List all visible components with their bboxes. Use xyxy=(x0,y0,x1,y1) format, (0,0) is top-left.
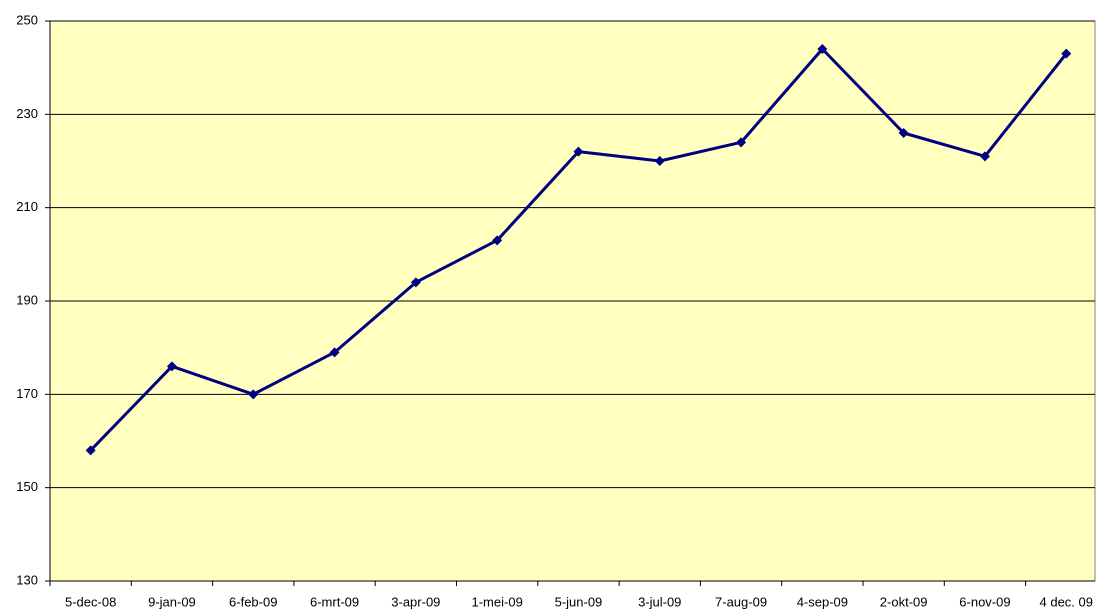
y-tick-label: 250 xyxy=(16,12,38,27)
x-tick-label: 1-mei-09 xyxy=(472,594,523,609)
marker xyxy=(492,235,503,246)
y-tick-label: 210 xyxy=(16,199,38,214)
x-tick-label: 5-dec-08 xyxy=(65,594,116,609)
marker xyxy=(248,389,259,400)
y-tick-label: 190 xyxy=(16,292,38,307)
marker xyxy=(410,277,421,288)
y-tick-label: 150 xyxy=(16,479,38,494)
x-tick-label: 6-mrt-09 xyxy=(310,594,359,609)
marker xyxy=(736,137,747,148)
x-tick-label: 3-apr-09 xyxy=(391,594,440,609)
marker xyxy=(166,361,177,372)
x-tick-label: 6-nov-09 xyxy=(959,594,1010,609)
marker xyxy=(573,146,584,157)
marker xyxy=(817,44,828,54)
x-tick-label: 9-jan-09 xyxy=(148,594,196,609)
x-tick-label: 2-okt-09 xyxy=(880,594,928,609)
y-tick-label: 230 xyxy=(16,106,38,121)
marker xyxy=(979,151,990,162)
y-tick-label: 130 xyxy=(16,572,38,587)
x-tick-label: 4 dec. 09 xyxy=(1040,594,1094,609)
marker xyxy=(898,128,909,138)
marker xyxy=(1061,48,1072,59)
x-tick-label: 3-jul-09 xyxy=(638,594,681,609)
x-tick-label: 6-feb-09 xyxy=(229,594,277,609)
marker xyxy=(85,445,96,456)
y-tick-label: 170 xyxy=(16,386,38,401)
x-tick-label: 5-jun-09 xyxy=(555,594,603,609)
x-tick-label: 7-aug-09 xyxy=(715,594,767,609)
x-tick-label: 4-sep-09 xyxy=(797,594,848,609)
marker xyxy=(654,156,665,166)
marker xyxy=(329,347,340,358)
